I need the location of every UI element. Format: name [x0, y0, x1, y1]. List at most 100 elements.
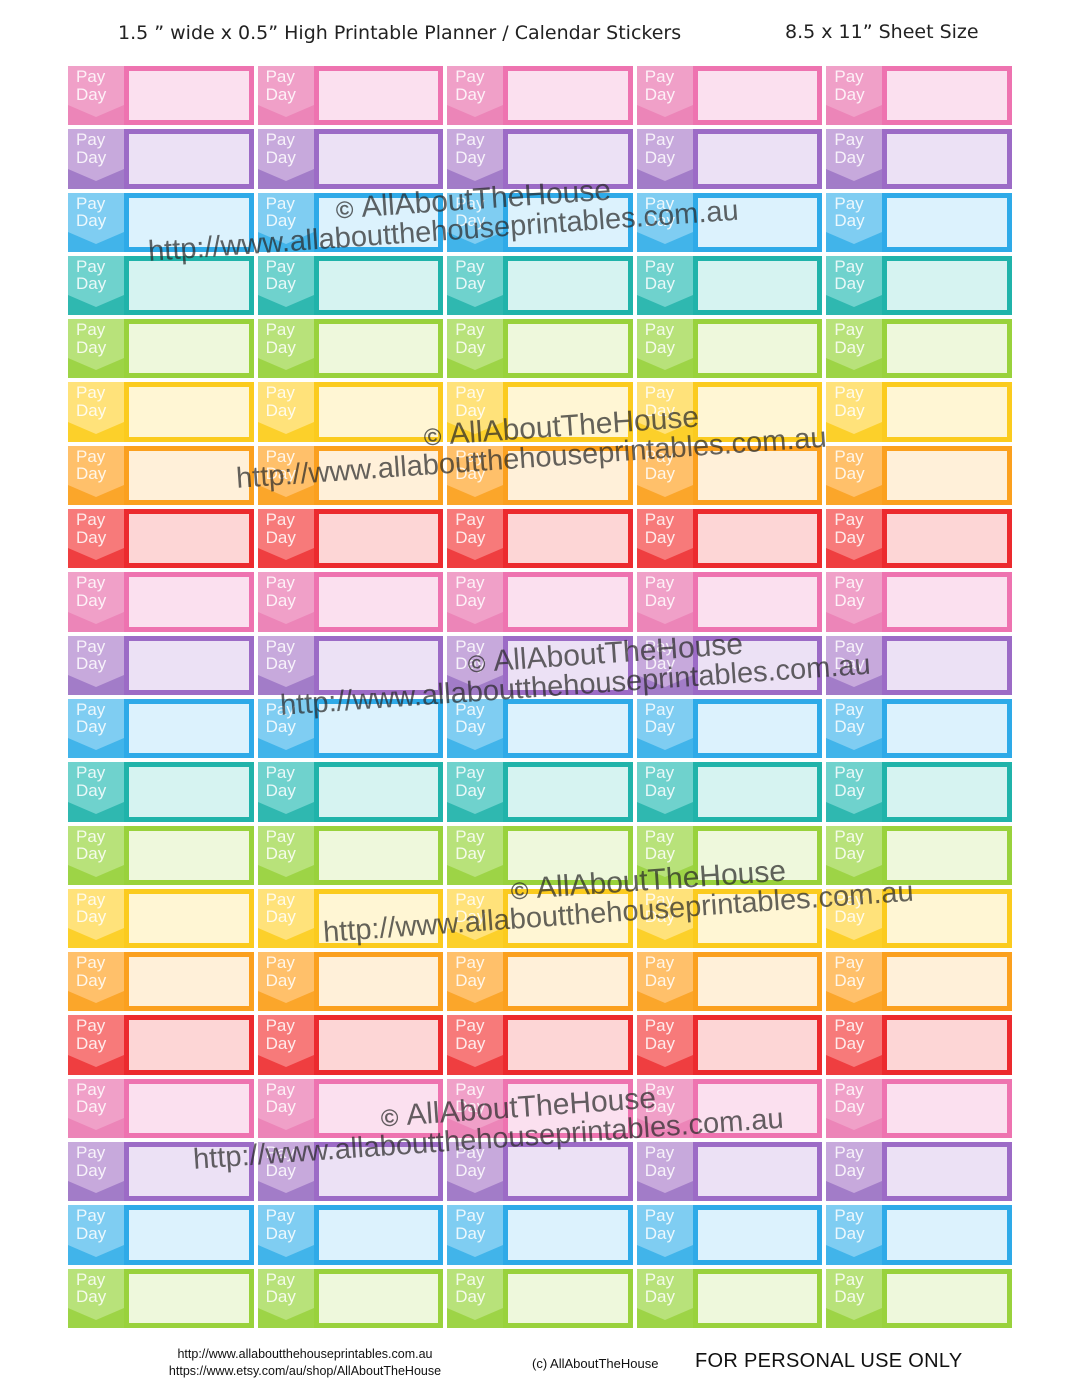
- sticker-write-area: [124, 1078, 254, 1139]
- sticker-label: Pay Day: [76, 636, 107, 674]
- sticker-write-area: [882, 129, 1012, 189]
- banner-chevron-icon: [68, 485, 124, 506]
- sticker-label: Pay Day: [265, 573, 296, 610]
- banner-chevron-icon: [68, 611, 124, 632]
- banner-chevron-icon: [636, 991, 693, 1012]
- sticker-write-area: [503, 1268, 633, 1328]
- banner-chevron-icon: [826, 231, 883, 252]
- banner-chevron-icon: [257, 1054, 314, 1075]
- sticker-label: Pay Day: [834, 699, 865, 737]
- sticker-write-area: [124, 698, 254, 759]
- banner-chevron-icon: [447, 611, 504, 632]
- banner-chevron-icon: [636, 358, 693, 379]
- sticker-tab: Pay Day: [447, 509, 504, 569]
- sticker-write-area: [692, 255, 823, 316]
- sticker-tab: Pay Day: [826, 762, 883, 822]
- payday-sticker: Pay Day: [255, 253, 446, 318]
- sticker-tab: Pay Day: [447, 1015, 504, 1075]
- payday-sticker: Pay Day: [255, 760, 446, 824]
- site-link[interactable]: http://www.allaboutthehouseprintables.co…: [177, 1347, 433, 1361]
- sticker-label: Pay Day: [76, 67, 107, 104]
- banner-chevron-icon: [447, 548, 504, 569]
- sticker-tab: Pay Day: [257, 698, 314, 759]
- sticker-write-area: [882, 1268, 1012, 1328]
- sticker-tab: Pay Day: [447, 192, 504, 252]
- sticker-label: Pay Day: [644, 383, 676, 420]
- payday-sticker: Pay Day: [445, 950, 635, 1014]
- sticker-tab: Pay Day: [636, 1142, 693, 1202]
- banner-chevron-icon: [447, 105, 504, 126]
- payday-sticker: Pay Day: [824, 1013, 1014, 1077]
- payday-sticker: Pay Day: [255, 1076, 446, 1141]
- copyright-icon: ©: [509, 877, 530, 906]
- payday-sticker: Pay Day: [66, 1140, 256, 1204]
- banner-chevron-icon: [447, 1244, 504, 1265]
- payday-sticker: Pay Day: [824, 1076, 1014, 1141]
- payday-sticker: Pay Day: [66, 1013, 256, 1077]
- banner-chevron-icon: [636, 928, 693, 949]
- sticker-tab: Pay Day: [826, 572, 883, 632]
- sticker-label: Pay Day: [265, 446, 296, 484]
- sticker-label: Pay Day: [455, 1206, 486, 1243]
- payday-sticker: Pay Day: [634, 507, 825, 571]
- sticker-label: Pay Day: [76, 1206, 107, 1243]
- banner-chevron-icon: [636, 421, 693, 442]
- sticker-write-area: [124, 1268, 254, 1328]
- sticker-label: Pay Day: [644, 1269, 676, 1307]
- banner-chevron-icon: [447, 358, 504, 379]
- sticker-label: Pay Day: [76, 383, 107, 420]
- payday-sticker: Pay Day: [634, 190, 825, 254]
- sticker-label: Pay Day: [644, 193, 676, 231]
- sticker-tab: Pay Day: [68, 825, 124, 885]
- banner-chevron-icon: [257, 1118, 314, 1139]
- sheet-title: 1.5 ” wide x 0.5” High Printable Planner…: [118, 22, 682, 44]
- sticker-label: Pay Day: [834, 256, 865, 294]
- sticker-write-area: [882, 319, 1012, 379]
- sticker-label: Pay Day: [455, 320, 486, 357]
- payday-sticker: Pay Day: [445, 64, 635, 128]
- sticker-label: Pay Day: [265, 256, 296, 294]
- sticker-label: Pay Day: [76, 953, 107, 990]
- sticker-tab: Pay Day: [826, 445, 883, 506]
- banner-chevron-icon: [826, 991, 883, 1012]
- payday-sticker: Pay Day: [66, 696, 256, 761]
- banner-chevron-icon: [257, 421, 314, 442]
- payday-sticker: Pay Day: [255, 507, 446, 571]
- sticker-write-area: [503, 1205, 633, 1265]
- sticker-tab: Pay Day: [636, 255, 693, 316]
- sticker-tab: Pay Day: [636, 445, 693, 506]
- banner-chevron-icon: [447, 991, 504, 1012]
- sticker-label: Pay Day: [76, 889, 107, 927]
- sticker-label: Pay Day: [76, 1016, 107, 1053]
- sticker-tab: Pay Day: [447, 129, 504, 189]
- banner-chevron-icon: [636, 231, 693, 252]
- sticker-write-area: [692, 572, 823, 632]
- etsy-link[interactable]: https://www.etsy.com/au/shop/AllAboutThe…: [168, 1364, 442, 1378]
- payday-sticker: Pay Day: [824, 886, 1014, 951]
- sticker-row: Pay Day Pay Day Pay Day Pay Day Pay Day: [66, 950, 1014, 1014]
- sticker-tab: Pay Day: [447, 952, 504, 1012]
- payday-sticker: Pay Day: [824, 760, 1014, 824]
- sticker-write-area: [503, 382, 633, 442]
- sticker-label: Pay Day: [644, 763, 676, 800]
- sticker-tab: Pay Day: [68, 572, 124, 632]
- sticker-label: Pay Day: [644, 636, 676, 674]
- sticker-write-area: [882, 698, 1012, 759]
- sticker-tab: Pay Day: [447, 572, 504, 632]
- banner-chevron-icon: [68, 738, 124, 759]
- sticker-tab: Pay Day: [257, 1268, 314, 1328]
- payday-sticker: Pay Day: [634, 633, 825, 697]
- sticker-label: Pay Day: [644, 889, 676, 927]
- sticker-write-area: [882, 192, 1012, 252]
- sticker-label: Pay Day: [265, 699, 296, 737]
- payday-sticker: Pay Day: [255, 64, 446, 128]
- banner-chevron-icon: [257, 1244, 314, 1265]
- sticker-row: Pay Day Pay Day Pay Day Pay Day Pay Day: [66, 507, 1014, 571]
- sticker-tab: Pay Day: [826, 129, 883, 189]
- banner-chevron-icon: [447, 168, 504, 189]
- sticker-label: Pay Day: [644, 67, 676, 104]
- banner-chevron-icon: [636, 1118, 693, 1139]
- payday-sticker: Pay Day: [445, 696, 635, 761]
- sticker-write-area: [313, 1268, 444, 1328]
- sticker-row: Pay Day Pay Day Pay Day Pay Day Pay Day: [66, 823, 1014, 887]
